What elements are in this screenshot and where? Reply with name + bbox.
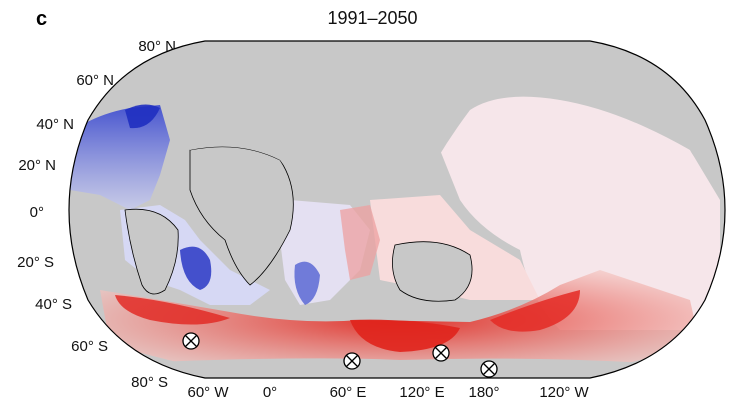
south-atlantic-blue-patch xyxy=(180,246,212,290)
eurasia-land xyxy=(160,45,605,200)
lon-label-120w: 120° W xyxy=(539,384,589,401)
indian-ocean-red-patch xyxy=(340,205,380,280)
marker-60w xyxy=(182,332,200,350)
marker-60e xyxy=(343,352,361,370)
lat-label-80s: 80° S xyxy=(131,374,168,391)
globe-border xyxy=(68,40,726,379)
indian-ocean-blue-patch xyxy=(294,261,320,305)
panel-label: c xyxy=(36,8,48,30)
south-america-land xyxy=(124,208,179,295)
map-title: 1991–2050 xyxy=(327,8,418,28)
north-atlantic-region xyxy=(69,105,170,210)
lon-label-180: 180° xyxy=(468,384,500,401)
lat-label-20s: 20° S xyxy=(17,254,54,271)
lat-label-80n: 80° N xyxy=(138,38,176,55)
lat-label-60n: 60° N xyxy=(76,72,114,89)
lon-label-120e: 120° E xyxy=(399,384,445,401)
lat-label-40n: 40° N xyxy=(36,116,74,133)
marker-120e xyxy=(432,344,450,362)
lat-label-60s: 60° S xyxy=(71,338,108,355)
africa-land xyxy=(189,146,294,286)
pacific-ocean-region xyxy=(440,91,720,330)
lat-label-20n: 20° N xyxy=(18,157,56,174)
lon-label-0: 0° xyxy=(262,384,278,401)
australia-land xyxy=(392,241,473,302)
marker-180 xyxy=(480,360,498,378)
southern-ocean-red-core-2 xyxy=(350,319,460,352)
lat-label-40s: 40° S xyxy=(35,296,72,313)
lat-label-0: 0° xyxy=(29,204,44,221)
lon-label-60w: 60° W xyxy=(187,384,229,401)
southern-ocean-red-core-3 xyxy=(490,290,580,332)
lon-label-60e: 60° E xyxy=(329,384,367,401)
antarctica-land xyxy=(80,358,720,378)
southern-ocean-red-core-1 xyxy=(115,295,230,325)
southern-ocean-red-band xyxy=(100,270,700,370)
labrador-blue-patch xyxy=(125,104,160,129)
